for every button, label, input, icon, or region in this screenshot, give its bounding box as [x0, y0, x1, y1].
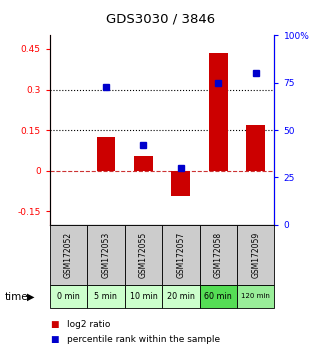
Bar	[87, 225, 125, 285]
Bar	[162, 285, 200, 308]
Text: GDS3030 / 3846: GDS3030 / 3846	[106, 12, 215, 25]
Text: percentile rank within the sample: percentile rank within the sample	[67, 335, 221, 344]
Bar	[171, 171, 190, 196]
Bar	[87, 285, 125, 308]
Bar	[134, 156, 153, 171]
Text: 60 min: 60 min	[204, 292, 232, 301]
Text: ■: ■	[50, 320, 58, 330]
Bar	[125, 285, 162, 308]
Text: ■: ■	[50, 335, 58, 344]
Text: 10 min: 10 min	[129, 292, 157, 301]
Text: GSM172059: GSM172059	[251, 232, 260, 278]
Bar	[200, 225, 237, 285]
Bar	[247, 125, 265, 171]
Bar	[162, 225, 200, 285]
Text: time: time	[5, 292, 29, 302]
Text: 120 min: 120 min	[241, 293, 270, 299]
Text: ▶: ▶	[27, 292, 34, 302]
Bar	[50, 225, 87, 285]
Text: log2 ratio: log2 ratio	[67, 320, 111, 330]
Text: 20 min: 20 min	[167, 292, 195, 301]
Bar	[209, 53, 228, 171]
Bar	[50, 285, 87, 308]
Text: GSM172055: GSM172055	[139, 232, 148, 278]
Text: 5 min: 5 min	[94, 292, 117, 301]
Bar	[237, 285, 274, 308]
Bar	[237, 225, 274, 285]
Text: 0 min: 0 min	[57, 292, 80, 301]
Bar	[125, 225, 162, 285]
Text: GSM172053: GSM172053	[101, 232, 110, 278]
Text: GSM172057: GSM172057	[176, 232, 185, 278]
Bar	[97, 137, 115, 171]
Text: GSM172052: GSM172052	[64, 232, 73, 278]
Text: GSM172058: GSM172058	[214, 232, 223, 278]
Bar	[200, 285, 237, 308]
